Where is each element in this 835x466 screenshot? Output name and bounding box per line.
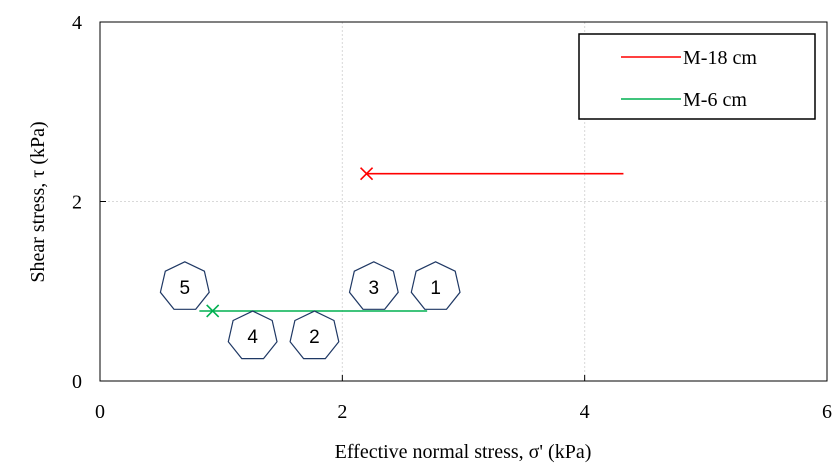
x-tick-label: 4 (580, 401, 590, 423)
series-marker-2 (206, 304, 220, 318)
annotation-4: 4 (227, 310, 278, 360)
tick-marks (99, 21, 828, 382)
annotation-1: 1 (410, 261, 461, 310)
y-tick-label: 2 (72, 192, 82, 214)
annotation-5: 5 (159, 261, 210, 310)
y-tick-label: 0 (72, 371, 82, 393)
x-axis-title: Effective normal stress, σ' (kPa) (335, 441, 592, 463)
y-tick-label: 4 (72, 12, 82, 34)
annotation-shape (227, 310, 278, 360)
annotation-label: 3 (369, 278, 380, 299)
x-tick-label: 6 (822, 401, 832, 423)
series-layer (199, 167, 624, 318)
annotation-shape (410, 261, 461, 310)
annotation-shape (289, 310, 340, 360)
y-tick-labels: 0 2 4 (72, 12, 82, 393)
annotation-shape (348, 261, 399, 310)
y-axis-title: Shear stress, τ (kPa) (27, 121, 49, 282)
series-marker-1 (360, 167, 374, 181)
annotation-label: 5 (180, 278, 191, 299)
legend: M-18 cm M-6 cm (578, 33, 816, 120)
legend-label-2: M-6 cm (683, 89, 747, 111)
legend-box (578, 33, 816, 120)
annotation-2: 2 (289, 310, 340, 360)
gridlines (100, 22, 827, 381)
annotation-3: 3 (348, 261, 399, 310)
annotation-label: 2 (309, 327, 320, 348)
legend-label-1: M-18 cm (683, 47, 757, 69)
x-tick-label: 0 (95, 401, 105, 423)
annotation-label: 1 (430, 278, 441, 299)
legend-items: M-18 cm M-6 cm (621, 47, 757, 111)
annotation-shape (159, 261, 210, 310)
annotation-label: 4 (247, 327, 258, 348)
annotations-layer: 1 2 3 4 5 (159, 261, 461, 360)
x-tick-label: 2 (337, 401, 347, 423)
x-tick-labels: 0 2 4 6 (95, 401, 832, 423)
